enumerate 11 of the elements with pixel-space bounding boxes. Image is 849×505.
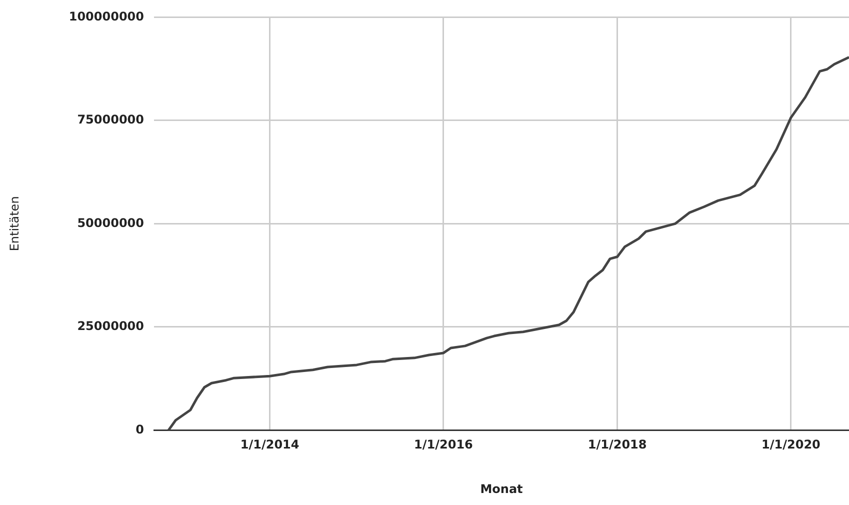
y-tick-label: 25000000 <box>77 319 144 334</box>
x-axis-title: Monat <box>480 482 524 496</box>
y-tick-label: 100000000 <box>68 9 144 24</box>
y-tick-label: 50000000 <box>77 216 144 230</box>
x-tick-label: 1/1/2014 <box>240 438 300 452</box>
x-tick-label: 1/1/2016 <box>414 438 473 452</box>
y-tick-label: 75000000 <box>77 112 144 127</box>
y-axis-title: Entitäten <box>7 196 22 252</box>
x-tick-label: 1/1/2020 <box>762 438 820 452</box>
y-tick-label: 0 <box>136 422 144 436</box>
x-tick-label: 1/1/2018 <box>588 438 647 452</box>
